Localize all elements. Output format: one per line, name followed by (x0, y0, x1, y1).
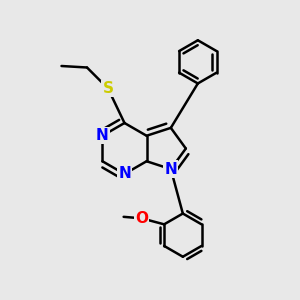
Text: O: O (135, 211, 148, 226)
Text: N: N (118, 167, 131, 182)
Text: S: S (103, 81, 113, 96)
Text: N: N (164, 162, 177, 177)
Text: N: N (96, 128, 109, 143)
